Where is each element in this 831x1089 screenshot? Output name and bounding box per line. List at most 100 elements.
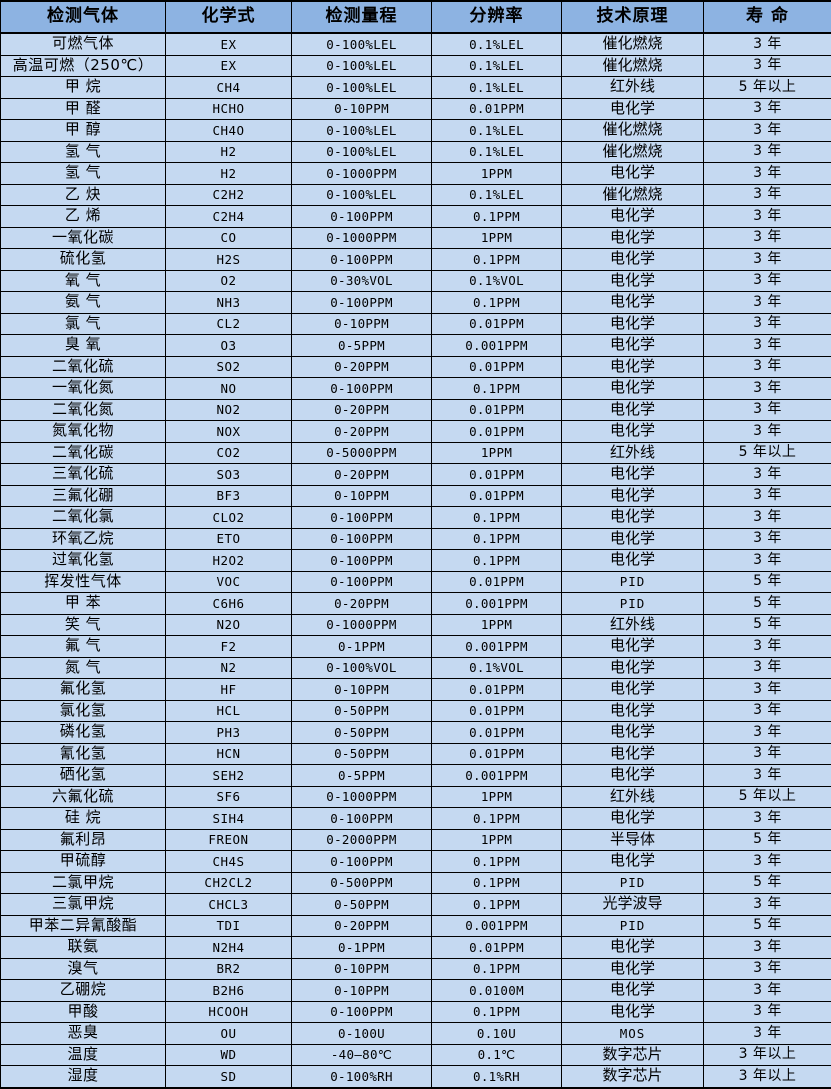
- cell-principle: 半导体: [562, 829, 704, 851]
- cell-gas: 甲 烷: [1, 77, 166, 99]
- cell-life: 3 年以上: [704, 1066, 831, 1088]
- cell-resolution: 0.1PPM: [432, 206, 562, 228]
- cell-gas: 氟化氢: [1, 679, 166, 701]
- cell-formula: C2H4: [166, 206, 292, 228]
- cell-range: 0-1000PPM: [292, 786, 432, 808]
- cell-gas: 乙 炔: [1, 184, 166, 206]
- cell-principle: 电化学: [562, 464, 704, 486]
- cell-formula: CH4S: [166, 851, 292, 873]
- cell-range: 0-10PPM: [292, 485, 432, 507]
- cell-principle: 电化学: [562, 700, 704, 722]
- cell-principle: 电化学: [562, 636, 704, 658]
- cell-principle: 电化学: [562, 743, 704, 765]
- cell-resolution: 0.01PPM: [432, 485, 562, 507]
- cell-gas: 二氯甲烷: [1, 872, 166, 894]
- cell-range: 0-100%LEL: [292, 33, 432, 55]
- cell-gas: 高温可燃（250℃）: [1, 55, 166, 77]
- cell-life: 3 年: [704, 700, 831, 722]
- cell-principle: 电化学: [562, 657, 704, 679]
- cell-resolution: 0.01PPM: [432, 356, 562, 378]
- cell-range: 0-5PPM: [292, 765, 432, 787]
- cell-range: 0-30%VOL: [292, 270, 432, 292]
- cell-range: 0-100PPM: [292, 550, 432, 572]
- cell-principle: 电化学: [562, 958, 704, 980]
- cell-gas: 溴气: [1, 958, 166, 980]
- cell-resolution: 0.1%VOL: [432, 657, 562, 679]
- cell-formula: SO2: [166, 356, 292, 378]
- cell-range: 0-20PPM: [292, 915, 432, 937]
- cell-resolution: 0.01PPM: [432, 464, 562, 486]
- cell-life: 3 年: [704, 937, 831, 959]
- cell-gas: 一氧化碳: [1, 227, 166, 249]
- cell-formula: WD: [166, 1044, 292, 1066]
- cell-resolution: 1PPM: [432, 786, 562, 808]
- cell-formula: EX: [166, 33, 292, 55]
- cell-principle: 催化燃烧: [562, 141, 704, 163]
- cell-resolution: 0.1%LEL: [432, 33, 562, 55]
- column-header-gas: 检测气体: [1, 1, 166, 33]
- cell-formula: SO3: [166, 464, 292, 486]
- cell-gas: 三氯甲烷: [1, 894, 166, 916]
- cell-range: 0-1000PPM: [292, 227, 432, 249]
- cell-principle: 电化学: [562, 292, 704, 314]
- cell-life: 3 年: [704, 528, 831, 550]
- cell-formula: CLO2: [166, 507, 292, 529]
- cell-formula: BR2: [166, 958, 292, 980]
- cell-formula: HCN: [166, 743, 292, 765]
- cell-resolution: 0.01PPM: [432, 722, 562, 744]
- cell-gas: 湿度: [1, 1066, 166, 1088]
- header-row: 检测气体 化学式 检测量程 分辨率 技术原理 寿 命: [1, 1, 831, 33]
- cell-principle: 电化学: [562, 937, 704, 959]
- cell-life: 3 年: [704, 163, 831, 185]
- cell-principle: 电化学: [562, 206, 704, 228]
- cell-principle: 红外线: [562, 442, 704, 464]
- cell-range: 0-5000PPM: [292, 442, 432, 464]
- cell-principle: 电化学: [562, 507, 704, 529]
- cell-range: 0-50PPM: [292, 894, 432, 916]
- cell-principle: 电化学: [562, 163, 704, 185]
- cell-gas: 过氧化氢: [1, 550, 166, 572]
- cell-resolution: 0.001PPM: [432, 636, 562, 658]
- cell-range: 0-100PPM: [292, 528, 432, 550]
- cell-resolution: 0.1%LEL: [432, 184, 562, 206]
- cell-principle: 电化学: [562, 1001, 704, 1023]
- cell-life: 3 年: [704, 184, 831, 206]
- cell-principle: 电化学: [562, 550, 704, 572]
- cell-gas: 环氧乙烷: [1, 528, 166, 550]
- cell-life: 3 年: [704, 894, 831, 916]
- cell-life: 3 年: [704, 313, 831, 335]
- cell-gas: 氨 气: [1, 292, 166, 314]
- cell-life: 3 年: [704, 249, 831, 271]
- cell-range: 0-20PPM: [292, 593, 432, 615]
- cell-gas: 氯 气: [1, 313, 166, 335]
- cell-range: 0-100%LEL: [292, 184, 432, 206]
- cell-resolution: 0.1PPM: [432, 1001, 562, 1023]
- cell-resolution: 0.001PPM: [432, 915, 562, 937]
- cell-principle: 电化学: [562, 378, 704, 400]
- cell-formula: N2: [166, 657, 292, 679]
- cell-gas: 硫化氢: [1, 249, 166, 271]
- cell-gas: 甲 醛: [1, 98, 166, 120]
- cell-life: 5 年以上: [704, 442, 831, 464]
- cell-principle: 电化学: [562, 679, 704, 701]
- cell-formula: FREON: [166, 829, 292, 851]
- cell-life: 3 年: [704, 808, 831, 830]
- cell-gas: 甲 苯: [1, 593, 166, 615]
